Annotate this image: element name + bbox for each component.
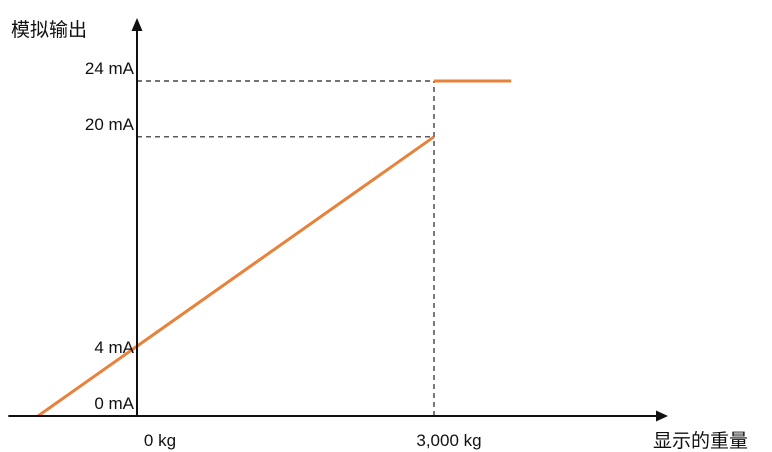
y-axis-title: 模拟输出 [11, 19, 87, 41]
axes [8, 18, 668, 422]
tick-labels: 0 mA 4 mA 20 mA 24 mA 0 kg 3,000 kg [85, 59, 482, 450]
x-tick-label: 0 kg [144, 431, 176, 450]
y-tick-label: 0 mA [94, 394, 134, 413]
y-tick-label: 4 mA [94, 338, 134, 357]
x-axis-arrow-icon [656, 410, 668, 422]
y-tick-label: 20 mA [85, 115, 135, 134]
x-axis-title: 显示的重量 [653, 430, 748, 452]
y-tick-label: 24 mA [85, 59, 135, 78]
guide-lines [137, 80, 435, 416]
series-lines [37, 79, 512, 418]
y-axis-arrow-icon [131, 18, 143, 31]
series-1-segment-1 [37, 135, 435, 418]
x-tick-label: 3,000 kg [416, 431, 481, 450]
